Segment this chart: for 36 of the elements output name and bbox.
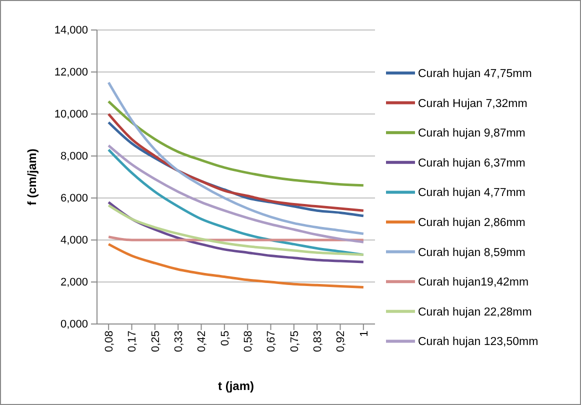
legend-label: Curah hujan 123,50mm <box>418 336 538 348</box>
y-axis-title: f (cm/jam) <box>25 148 39 206</box>
y-tick-label: 2,000 <box>60 276 88 289</box>
legend-label: Curah hujan 4,77mm <box>418 187 526 200</box>
legend-label: Curah hujan 6,37mm <box>418 157 526 170</box>
x-tick-label: 0,67 <box>266 330 278 352</box>
y-tick-label: 0,000 <box>60 318 88 331</box>
x-tick-label: 0,25 <box>150 330 162 352</box>
legend-label: Curah hujan 8,59mm <box>418 246 526 259</box>
legend-label: Curah hujan 9,87mm <box>418 128 526 140</box>
x-tick-label: 0,42 <box>196 330 208 352</box>
legend-label: Curah hujan 2,86mm <box>418 217 526 229</box>
line-series <box>107 242 365 288</box>
y-tick-label: 6,000 <box>60 192 88 205</box>
legend-label: Curah hujan19,42mm <box>418 276 529 289</box>
legend-label: Curah hujan 22,28mm <box>418 306 532 318</box>
x-axis-title: t (jam) <box>218 379 254 393</box>
legend-label: Curah Hujan 7,32mm <box>418 98 528 110</box>
x-tick-label: 0,83 <box>312 330 324 352</box>
line-series <box>107 100 365 187</box>
x-tick-label: 0,08 <box>103 330 116 352</box>
y-tick-label: 14,000 <box>54 24 88 37</box>
x-tick-label: 0,5 <box>219 330 232 346</box>
y-tick-label: 8,000 <box>60 150 88 163</box>
y-tick-label: 10,000 <box>54 108 88 121</box>
x-tick-label: 0,33 <box>172 330 185 352</box>
x-tick-label: 0,58 <box>242 330 254 352</box>
x-tick-label: 0,92 <box>335 330 348 352</box>
line-series <box>107 81 365 235</box>
x-tick-label: 0,17 <box>126 330 139 352</box>
y-tick-label: 12,000 <box>54 66 88 79</box>
line-series <box>107 204 365 256</box>
x-tick-label: 0,75 <box>288 330 301 352</box>
x-tick-label: 1 <box>358 330 370 337</box>
legend-label: Curah hujan 47,75mm <box>418 68 532 80</box>
y-tick-label: 4,000 <box>60 234 88 247</box>
